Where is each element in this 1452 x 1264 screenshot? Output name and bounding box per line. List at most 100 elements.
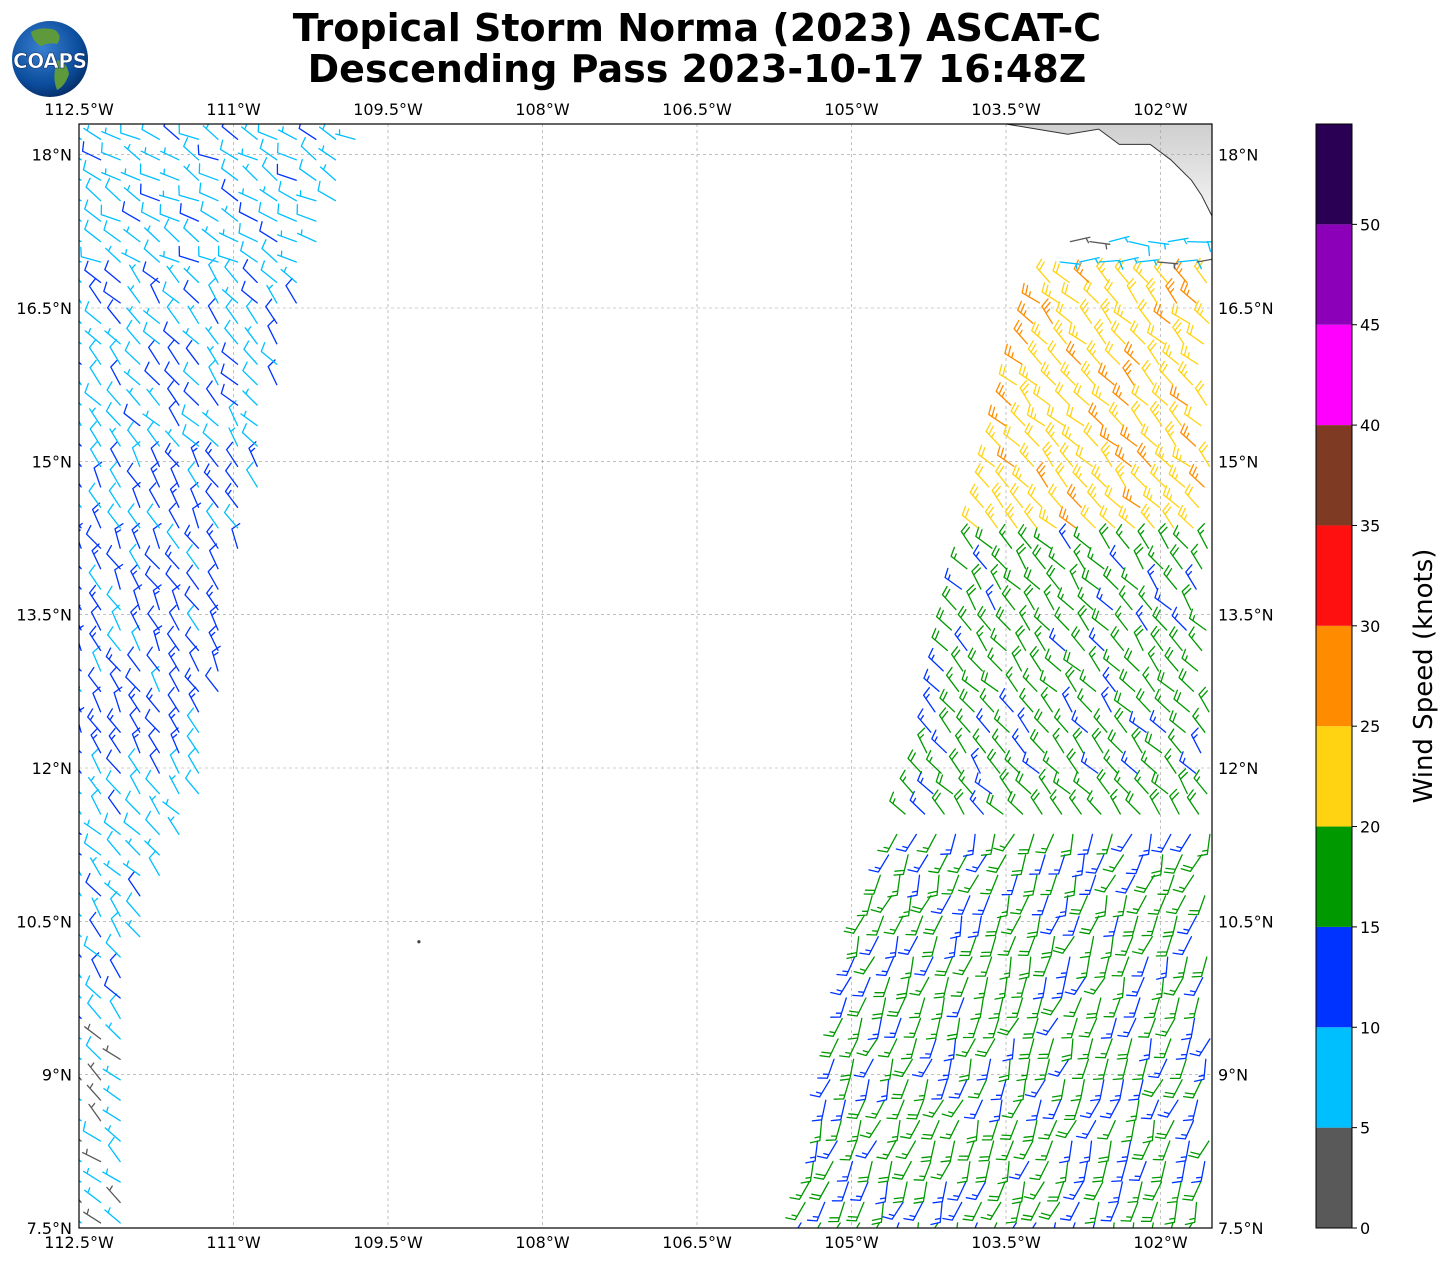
wind-barb [892, 1181, 908, 1204]
wind-barb [935, 607, 953, 631]
wind-barb [258, 201, 278, 222]
wind-barb [166, 625, 180, 652]
wind-barb [1049, 627, 1066, 652]
wind-barb [197, 144, 219, 161]
wind-barb [954, 625, 968, 652]
wind-barb [149, 747, 160, 774]
wind-barb [163, 218, 180, 243]
wind-barb [1102, 666, 1116, 692]
wind-barb [947, 854, 968, 874]
wind-barb [144, 708, 160, 733]
wind-barb [1040, 936, 1056, 959]
wind-barb [1031, 895, 1049, 916]
wind-barb [148, 727, 160, 754]
wind-barb [171, 584, 181, 611]
wind-barb [846, 936, 860, 960]
wind-barb [805, 1140, 819, 1164]
wind-barb [1162, 485, 1180, 508]
wind-barb [277, 203, 297, 222]
wind-barb [170, 461, 180, 488]
wind-barb [976, 708, 991, 733]
wind-barb [1142, 666, 1155, 692]
wind-barb [1045, 421, 1060, 447]
wind-barb [1141, 359, 1154, 386]
wind-barb [830, 1099, 846, 1122]
wind-barb [956, 708, 971, 733]
wind-barb [1184, 483, 1200, 508]
wind-barb [898, 895, 912, 919]
wind-barb [990, 563, 1002, 590]
wind-barb [188, 686, 200, 713]
plot-frame [78, 123, 1213, 1229]
wind-barb [83, 819, 102, 836]
wind-barb [1017, 524, 1032, 549]
wind-barb [1116, 1038, 1133, 1060]
wind-barb [913, 1160, 932, 1181]
x-tick-label-bottom: 112.5°W [44, 1233, 114, 1252]
colorbar-tick-label: 5 [1360, 1119, 1370, 1138]
wind-barb [89, 857, 102, 876]
wind-barb [1042, 1099, 1062, 1120]
wind-barb [106, 708, 121, 733]
wind-barb [1190, 543, 1203, 570]
wind-barb [109, 993, 121, 1020]
wind-barb [1133, 543, 1144, 570]
wind-barb [182, 328, 200, 345]
wind-barb [996, 895, 1010, 919]
wind-barb [1035, 258, 1051, 284]
wind-barb [999, 1120, 1018, 1140]
wind-barb [839, 1038, 859, 1058]
wind-barb [961, 505, 979, 529]
wind-barb [1024, 422, 1040, 447]
wind-barb [1023, 1181, 1045, 1200]
wind-barb [1022, 751, 1040, 774]
wind-barb [278, 180, 297, 202]
wind-barb [1009, 482, 1024, 508]
wind-barb [917, 727, 928, 754]
wind-barb [178, 185, 200, 202]
wind-barb [1132, 259, 1149, 284]
colorbar-tick-label: 25 [1360, 717, 1380, 736]
wind-barb [933, 1222, 939, 1228]
wind-barb [1016, 543, 1027, 570]
wind-barb [957, 1140, 975, 1161]
colorbar-tick-label: 10 [1360, 1018, 1380, 1037]
wind-barb [1089, 240, 1111, 250]
wind-barb [1173, 689, 1190, 713]
wind-barb [867, 1017, 883, 1041]
wind-barb [159, 250, 180, 263]
wind-barb [259, 221, 278, 243]
wind-barb [993, 709, 1010, 733]
wind-barb [132, 481, 141, 508]
coaps-logo: COAPS [12, 21, 88, 97]
wind-barb [121, 201, 141, 222]
wind-barb [1121, 1120, 1136, 1143]
wind-barb [925, 1017, 941, 1040]
wind-barb [1018, 1038, 1035, 1060]
wind-barb [986, 748, 1001, 774]
wind-barb [974, 1038, 996, 1057]
wind-barb [1167, 237, 1189, 245]
wind-barb [871, 997, 887, 1020]
wind-barb [1099, 425, 1118, 447]
wind-barb [1187, 240, 1212, 252]
wind-barb [131, 441, 141, 468]
wind-barb [1038, 1120, 1058, 1140]
wind-barb [950, 546, 968, 570]
wind-barb [1120, 1201, 1139, 1222]
wind-barb [1077, 586, 1094, 611]
wind-barb [1094, 895, 1108, 919]
wind-barb [1180, 423, 1197, 447]
wind-barb [207, 298, 219, 324]
wind-barb [1010, 402, 1026, 427]
wind-barb [1005, 1201, 1022, 1224]
wind-barb [165, 565, 180, 590]
wind-barb [930, 895, 952, 914]
wind-barb [1116, 1140, 1132, 1163]
wind-barb [146, 421, 160, 447]
wind-barb [1132, 1222, 1135, 1228]
wind-barb [1140, 423, 1158, 447]
wind-barb [920, 1140, 936, 1163]
wind-barb [960, 523, 974, 549]
